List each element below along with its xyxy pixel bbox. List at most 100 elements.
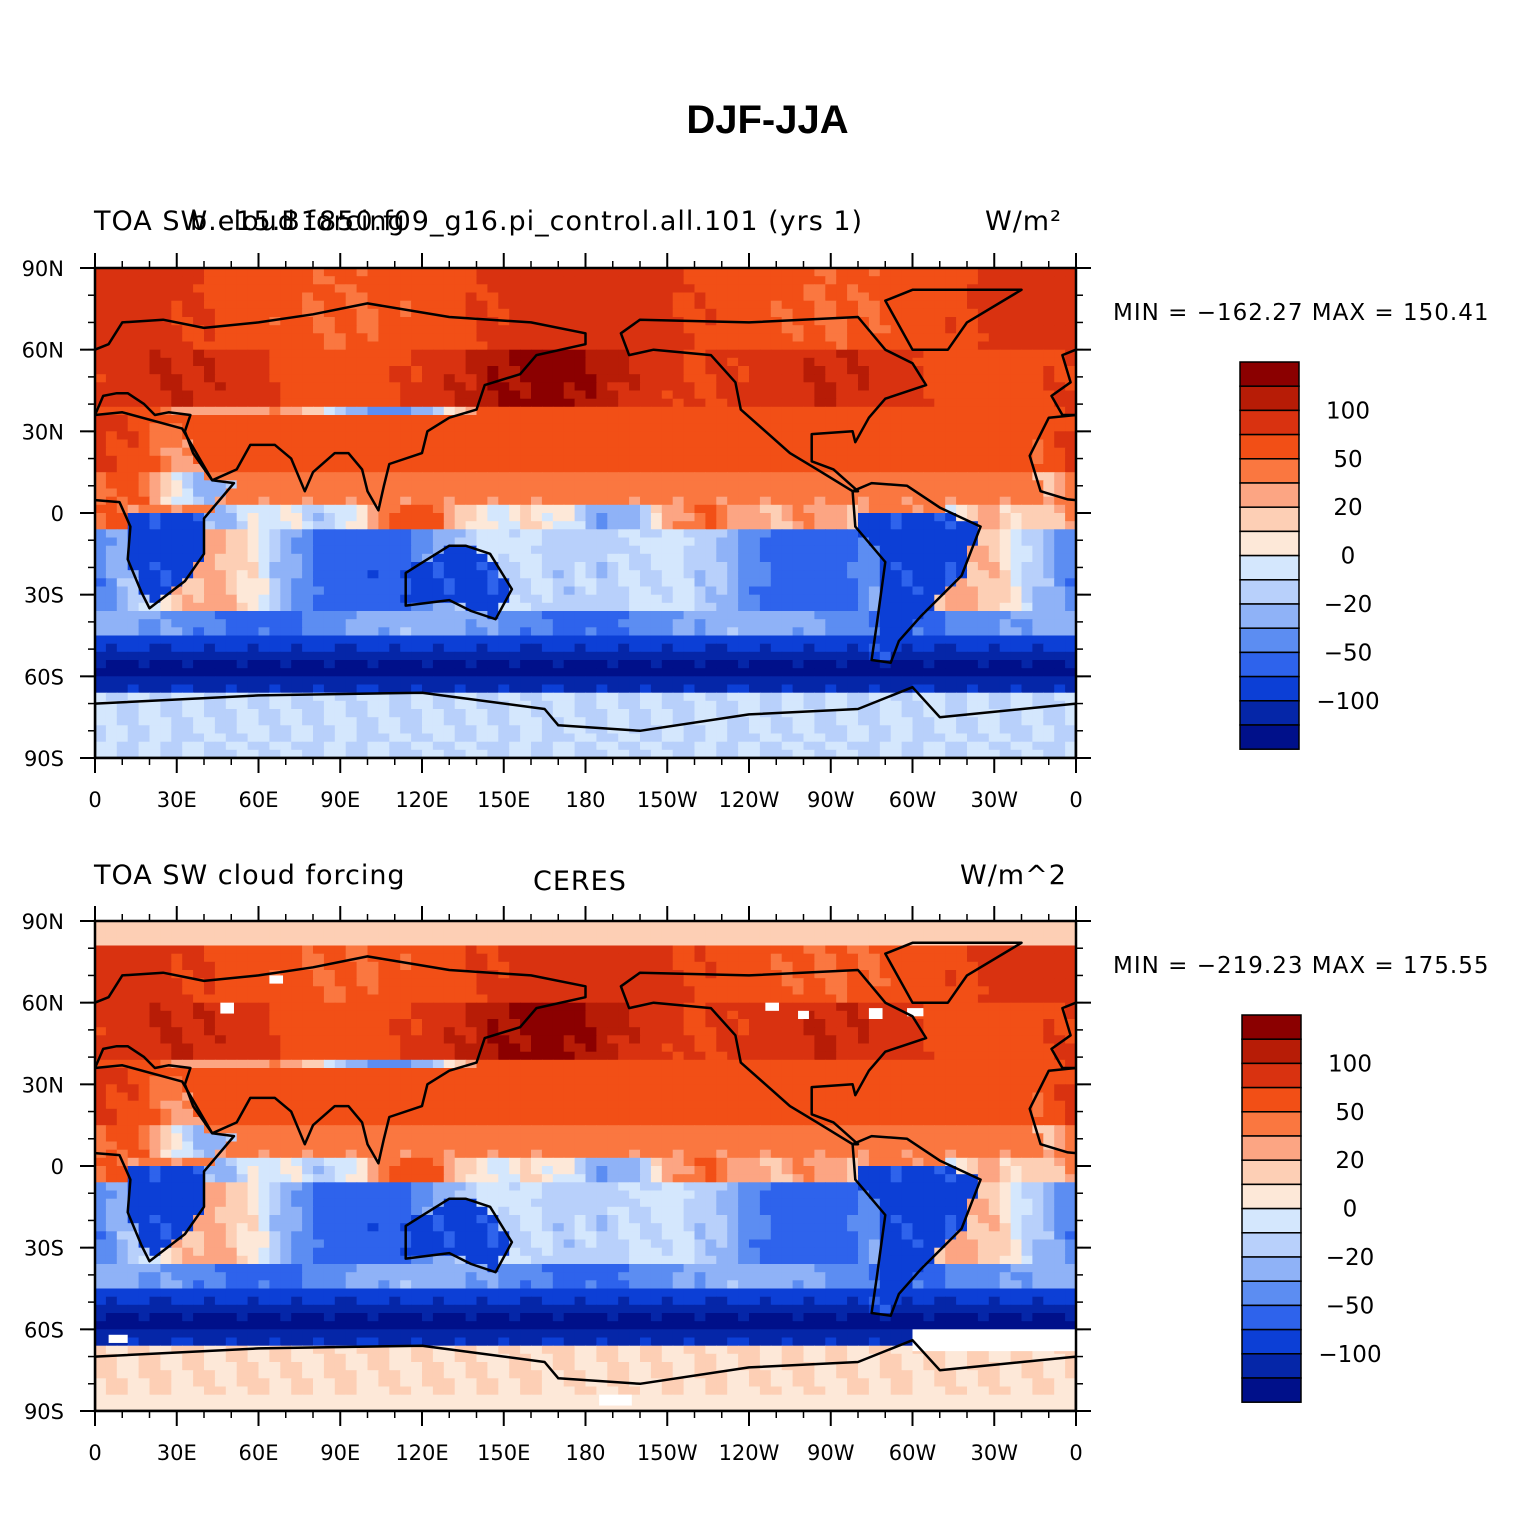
field-cell [509,341,521,351]
field-cell [650,308,663,318]
field-cell [901,325,914,334]
field-cell [1065,545,1076,555]
field-cell [1065,651,1076,661]
field-cell [367,643,379,653]
field-cell [661,398,674,408]
field-cell [422,357,434,367]
field-cell [672,529,685,539]
field-cell [1021,496,1033,506]
field-cell [443,529,456,539]
field-cell [236,439,249,449]
field-cell [727,431,739,441]
field-cell [890,586,903,596]
field-cell [487,545,499,555]
field-cell [847,537,859,547]
field-cell [585,382,597,392]
field-cell [302,611,314,620]
field-cell [509,333,521,343]
field-cell [858,366,870,375]
field-cell [345,349,358,359]
field-cell [901,660,914,669]
field-cell [749,447,761,457]
field-cell [323,464,336,473]
field-cell [945,651,957,661]
field-cell [138,276,151,285]
field-cell [901,382,914,392]
field-cell [858,504,870,514]
field-cell [563,578,576,588]
field-cell [236,717,249,726]
field-cell [356,504,369,514]
field-cell [814,684,826,694]
field-cell [781,325,794,334]
field-cell [901,700,914,710]
field-cell [95,586,107,596]
field-cell [618,406,630,416]
field-cell [967,439,979,449]
field-cell [531,700,543,710]
field-cell [683,586,696,596]
field-cell [759,562,772,571]
field-cell [912,513,924,522]
field-cell [759,325,772,334]
field-cell [334,602,347,612]
field-cell [389,651,401,661]
field-cell [1032,594,1044,604]
field-cell [585,651,597,661]
field-cell [465,366,478,375]
field-cell [563,643,576,653]
field-cell [552,660,565,669]
field-cell [400,300,412,310]
field-cell [531,553,543,563]
field-cell [956,619,968,628]
field-cell [95,357,107,367]
field-cell [541,521,554,530]
field-cell [934,709,946,718]
field-cell [302,651,314,661]
field-cell [411,480,423,490]
field-cell [749,619,761,628]
field-cell [661,455,674,465]
field-cell [640,415,652,424]
field-cell [694,431,706,441]
field-cell [738,578,750,588]
field-cell [738,284,750,294]
field-cell [95,423,107,432]
field-cell [258,366,270,375]
field-cell [302,709,314,718]
field-cell [868,504,881,514]
field-cell [127,374,140,383]
field-cell [640,300,652,310]
field-cell [105,692,118,702]
field-cell [432,472,445,481]
field-cell [945,700,957,710]
field-cell [389,529,401,539]
field-cell [1054,308,1066,318]
field-cell [825,513,837,522]
field-cell [727,276,739,285]
field-cell [171,357,183,367]
field-cell [323,398,336,408]
field-cell [432,521,445,530]
field-cell [596,349,608,359]
field-cell [356,390,369,400]
field-cell [422,325,434,334]
field-cell [934,480,946,490]
field-cell [967,521,979,530]
field-cell [759,545,772,555]
field-cell [193,276,205,285]
field-cell [912,431,924,441]
field-cell [607,643,619,653]
field-cell [214,651,227,661]
field-cell [127,382,140,392]
field-cell [738,643,750,653]
field-cell [640,504,652,514]
field-cell [127,284,140,294]
field-cell [171,415,183,424]
field-cell [825,676,837,686]
field-cell [443,578,456,588]
field-cell [803,635,815,645]
field-cell [247,423,260,432]
field-cell [901,570,914,579]
field-cell [334,325,347,334]
